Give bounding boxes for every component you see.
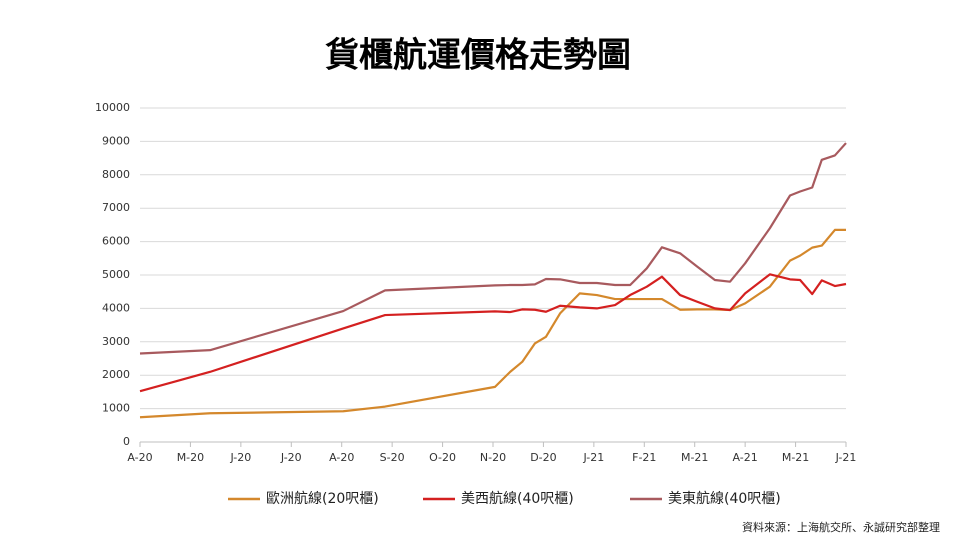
x-tick-label: O-20 [429, 451, 456, 464]
y-tick-label: 5000 [102, 268, 130, 281]
y-tick-label: 0 [123, 435, 130, 448]
x-tick-label: M-20 [177, 451, 204, 464]
x-tick-label: J-20 [229, 451, 251, 464]
y-tick-label: 1000 [102, 402, 130, 415]
x-tick-label: J-21 [835, 451, 857, 464]
x-tick-label: D-20 [530, 451, 556, 464]
x-tick-label: M-21 [681, 451, 708, 464]
x-tick-label: A-20 [127, 451, 152, 464]
y-tick-label: 6000 [102, 235, 130, 248]
x-tick-label: N-20 [480, 451, 506, 464]
x-tick-label: A-21 [733, 451, 758, 464]
legend-label: 歐洲航線(20呎櫃) [266, 491, 379, 507]
series-line [139, 273, 847, 393]
chart-title: 貨櫃航運價格走勢圖 [325, 36, 631, 76]
x-tick-label: M-21 [782, 451, 809, 464]
series-line [139, 228, 846, 419]
series-line [139, 142, 847, 355]
y-tick-label: 9000 [102, 134, 130, 147]
legend-label: 美東航線(40呎櫃) [668, 491, 781, 507]
y-tick-label: 8000 [102, 168, 130, 181]
x-tick-label: A-20 [329, 451, 354, 464]
y-tick-label: 3000 [102, 335, 130, 348]
y-tick-label: 2000 [102, 368, 130, 381]
y-tick-label: 7000 [102, 201, 130, 214]
y-tick-label: 4000 [102, 301, 130, 314]
x-tick-label: J-20 [280, 451, 302, 464]
y-tick-label: 10000 [95, 101, 130, 114]
x-tick-label: F-21 [632, 451, 656, 464]
x-tick-label: S-20 [380, 451, 405, 464]
x-tick-label: J-21 [582, 451, 604, 464]
legend-label: 美西航線(40呎櫃) [461, 491, 574, 507]
source-note: 資料來源：上海航交所、永誠研究部整理 [742, 520, 940, 534]
